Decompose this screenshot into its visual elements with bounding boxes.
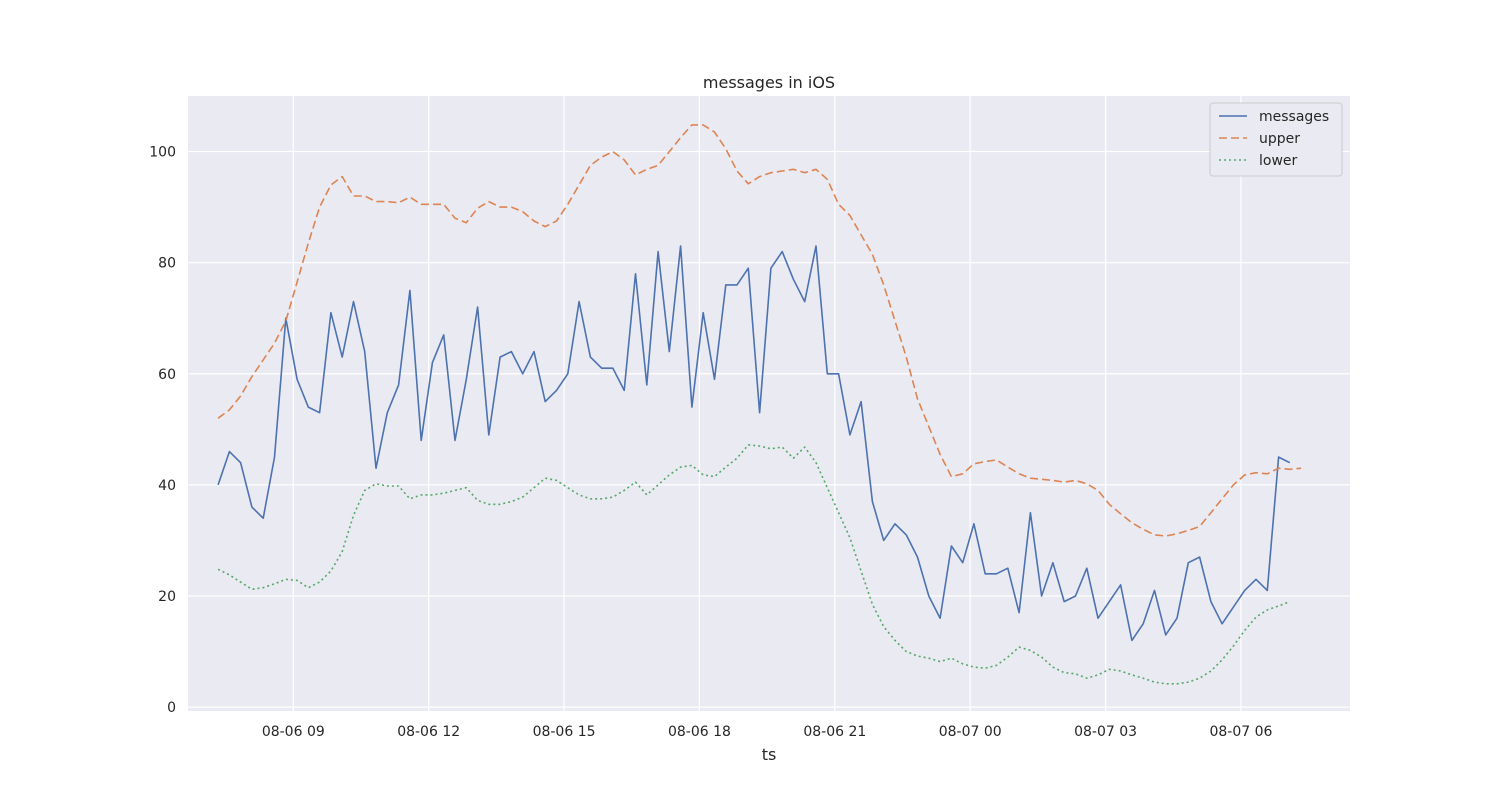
legend: messages upper lower xyxy=(1210,103,1342,176)
legend-label-lower: lower xyxy=(1259,153,1298,169)
x-tick-label: 08-06 12 xyxy=(397,724,460,740)
y-tick-labels: 0 20 40 60 80 100 xyxy=(149,145,176,717)
y-tick-label: 20 xyxy=(158,589,176,605)
y-tick-label: 100 xyxy=(149,145,176,161)
x-tick-label: 08-06 09 xyxy=(262,724,325,740)
y-tick-label: 60 xyxy=(158,367,176,383)
x-tick-label: 08-07 00 xyxy=(939,724,1002,740)
x-tick-label: 08-06 15 xyxy=(533,724,596,740)
x-tick-label: 08-06 21 xyxy=(803,724,866,740)
x-axis-label: ts xyxy=(762,745,777,764)
y-tick-label: 0 xyxy=(167,700,176,716)
x-tick-label: 08-07 06 xyxy=(1209,724,1272,740)
x-tick-label: 08-06 18 xyxy=(668,724,731,740)
x-tick-label: 08-07 03 xyxy=(1074,724,1137,740)
y-tick-label: 40 xyxy=(158,478,176,494)
legend-label-upper: upper xyxy=(1259,131,1300,147)
x-tick-labels: 08-06 09 08-06 12 08-06 15 08-06 18 08-06 21… xyxy=(262,724,1273,740)
y-tick-label: 80 xyxy=(158,256,176,272)
chart-title: messages in iOS xyxy=(703,73,835,92)
legend-label-messages: messages xyxy=(1259,109,1329,125)
